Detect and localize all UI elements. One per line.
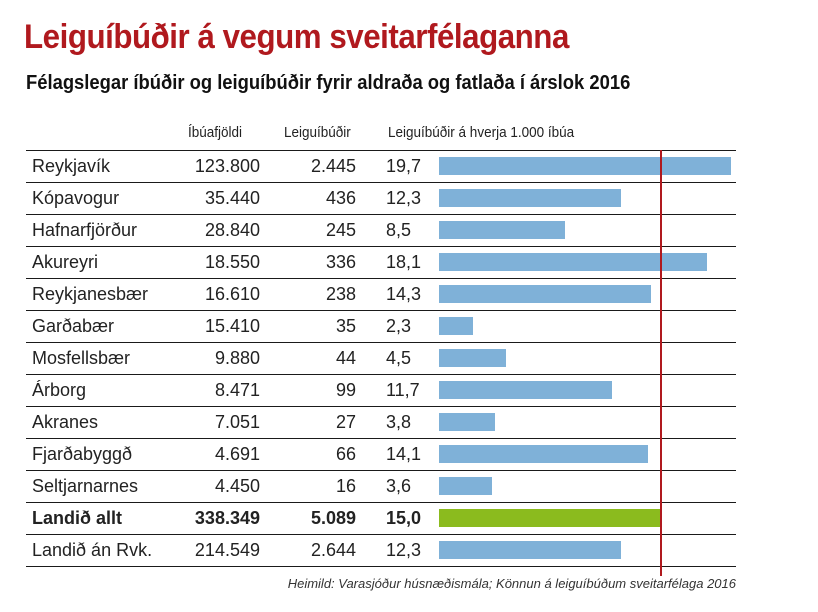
row-per-1000: 11,7 xyxy=(386,380,420,400)
row-per-1000: 19,7 xyxy=(386,156,422,176)
row-name: Landið allt xyxy=(32,508,122,528)
row-population: 9.880 xyxy=(214,348,260,368)
row-name: Árborg xyxy=(32,380,87,400)
bar-row xyxy=(439,157,731,175)
row-divider xyxy=(26,342,736,343)
row-population: 16.610 xyxy=(204,284,260,304)
row-population: 4.691 xyxy=(214,444,260,464)
row-population: 123.800 xyxy=(194,156,260,176)
row-divider xyxy=(26,278,736,279)
row-rentals: 44 xyxy=(335,348,356,368)
bar-row xyxy=(439,253,707,271)
row-divider xyxy=(26,470,736,471)
bar-row xyxy=(439,189,621,207)
row-population: 4.450 xyxy=(214,476,260,496)
row-rentals: 5.089 xyxy=(310,508,356,528)
bar-row xyxy=(439,221,565,239)
row-rentals: 35 xyxy=(335,316,356,336)
row-rentals: 336 xyxy=(325,252,356,272)
row-divider xyxy=(26,246,736,247)
row-divider xyxy=(26,438,736,439)
row-divider xyxy=(26,310,736,311)
bar-row xyxy=(439,413,495,431)
row-per-1000: 4,5 xyxy=(386,348,412,368)
row-divider xyxy=(26,182,736,183)
row-per-1000: 15,0 xyxy=(386,508,422,528)
row-population: 338.349 xyxy=(194,508,260,528)
bar-row xyxy=(439,381,612,399)
row-per-1000: 18,1 xyxy=(386,252,422,272)
row-divider xyxy=(26,502,736,503)
row-divider xyxy=(26,374,736,375)
row-rentals: 66 xyxy=(335,444,356,464)
national-average-reference-line xyxy=(660,150,662,576)
row-per-1000: 12,3 xyxy=(386,540,422,560)
column-header-rentals: Leiguíbúðir xyxy=(284,124,351,141)
row-name: Akranes xyxy=(32,412,99,432)
row-per-1000: 14,3 xyxy=(386,284,422,304)
row-divider xyxy=(26,406,736,407)
row-population: 15.410 xyxy=(204,316,260,336)
row-name: Seltjarnarnes xyxy=(32,476,139,496)
bar-row xyxy=(439,445,648,463)
row-per-1000: 12,3 xyxy=(386,188,422,208)
bar-row xyxy=(439,477,492,495)
row-per-1000: 3,6 xyxy=(386,476,412,496)
row-rentals: 2.644 xyxy=(310,540,356,560)
row-per-1000: 14,1 xyxy=(386,444,422,464)
row-rentals: 436 xyxy=(325,188,356,208)
row-per-1000: 3,8 xyxy=(386,412,412,432)
row-name: Reykjanesbær xyxy=(32,284,149,304)
row-name: Hafnarfjörður xyxy=(32,220,138,240)
bar-row xyxy=(439,317,473,335)
row-name: Landið án Rvk. xyxy=(32,540,153,560)
row-rentals: 238 xyxy=(325,284,356,304)
row-rentals: 27 xyxy=(335,412,356,432)
row-name: Fjarðabyggð xyxy=(32,444,133,464)
row-divider xyxy=(26,566,736,567)
row-population: 35.440 xyxy=(204,188,260,208)
row-name: Reykjavík xyxy=(32,156,111,176)
row-name: Garðabær xyxy=(32,316,115,336)
bar-row xyxy=(439,541,621,559)
row-population: 8.471 xyxy=(214,380,260,400)
row-divider xyxy=(26,214,736,215)
row-name: Akureyri xyxy=(32,252,99,272)
row-population: 7.051 xyxy=(214,412,260,432)
bar-row xyxy=(439,349,506,367)
row-population: 28.840 xyxy=(204,220,260,240)
row-divider xyxy=(26,534,736,535)
row-name: Mosfellsbær xyxy=(32,348,131,368)
row-per-1000: 2,3 xyxy=(386,316,412,336)
table-top-rule xyxy=(26,150,736,151)
column-header-per-1000: Leiguíbúðir á hverja 1.000 íbúa xyxy=(388,124,575,141)
column-header-population: Íbúafjöldi xyxy=(188,124,243,141)
row-name: Kópavogur xyxy=(32,188,120,208)
chart-subtitle: Félagslegar íbúðir og leiguíbúðir fyrir … xyxy=(26,72,631,94)
row-population: 18.550 xyxy=(204,252,260,272)
chart-title: Leiguíbúðir á vegum sveitarfélaganna xyxy=(24,18,569,56)
row-rentals: 2.445 xyxy=(310,156,356,176)
row-rentals: 16 xyxy=(335,476,356,496)
source-note: Heimild: Varasjóður húsnæðismála; Könnun… xyxy=(287,576,736,591)
bar-total xyxy=(439,509,661,527)
row-population: 214.549 xyxy=(194,540,260,560)
bar-row xyxy=(439,285,651,303)
row-per-1000: 8,5 xyxy=(386,220,412,240)
row-rentals: 99 xyxy=(335,380,356,400)
row-rentals: 245 xyxy=(325,220,356,240)
